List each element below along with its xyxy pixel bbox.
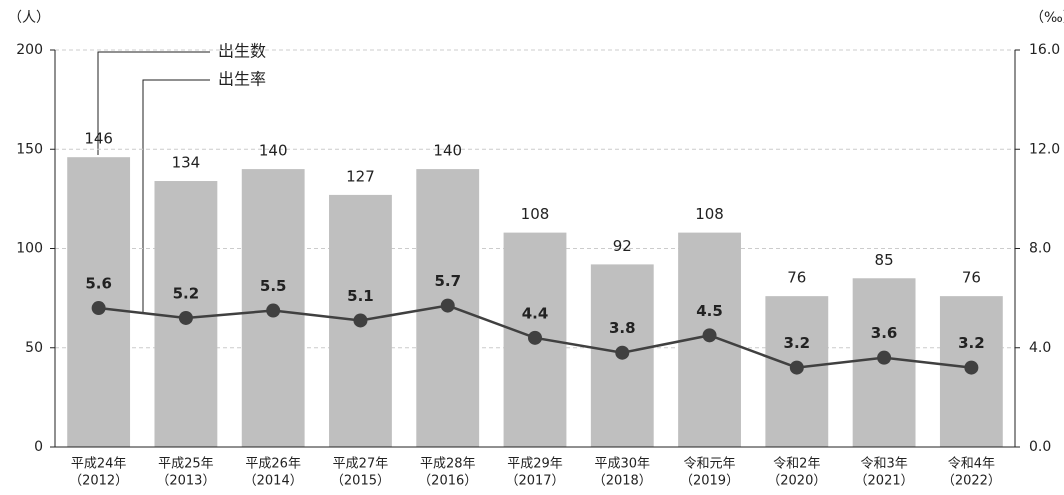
rate-value-label: 5.5 xyxy=(260,277,287,295)
legend-leader xyxy=(97,51,210,155)
x-tick-label: （2015） xyxy=(331,474,390,489)
rate-point xyxy=(178,310,193,325)
x-tick-label: （2018） xyxy=(593,474,652,489)
x-tick-label: （2017） xyxy=(505,474,564,489)
y2-tick-label: 4.0 xyxy=(1029,340,1051,356)
rate-value-label: 5.2 xyxy=(173,284,200,302)
x-tick-label: （2022） xyxy=(942,474,1001,489)
rate-point xyxy=(964,360,979,375)
legend-label: 出生数 xyxy=(218,42,266,61)
y2-axis-unit: （‰） xyxy=(1030,10,1064,26)
y-tick-label: 100 xyxy=(16,241,43,257)
bar-value-label: 76 xyxy=(962,269,981,287)
legend-leader xyxy=(142,79,210,312)
bar-value-label: 140 xyxy=(259,142,288,160)
y-tick-label: 150 xyxy=(16,141,43,157)
x-tick-label: 平成30年 xyxy=(594,457,650,472)
rate-point xyxy=(353,313,368,328)
bar-value-label: 140 xyxy=(433,142,462,160)
rate-point xyxy=(877,350,892,365)
x-tick-label: 令和3年 xyxy=(860,457,907,472)
bar-value-label: 85 xyxy=(875,251,894,269)
x-tick-label: （2016） xyxy=(418,474,477,489)
x-tick-label: 平成26年 xyxy=(245,457,301,472)
bar-value-label: 108 xyxy=(521,205,550,223)
bar-value-label: 108 xyxy=(695,205,724,223)
x-tick-label: （2014） xyxy=(244,474,303,489)
rate-point xyxy=(440,298,455,313)
x-tick-label: 平成28年 xyxy=(420,457,476,472)
y-axis-unit: （人） xyxy=(8,10,50,26)
y2-tick-label: 8.0 xyxy=(1029,241,1051,257)
rate-value-label: 5.7 xyxy=(434,272,461,290)
x-tick-label: 平成29年 xyxy=(507,457,563,472)
bar-value-label: 146 xyxy=(84,130,113,148)
bar-value-label: 76 xyxy=(787,269,806,287)
y2-tick-label: 12.0 xyxy=(1029,141,1060,157)
y2-tick-label: 0.0 xyxy=(1029,439,1051,455)
legend-label: 出生率 xyxy=(218,70,266,89)
rate-value-label: 4.4 xyxy=(522,304,549,322)
x-tick-label: 令和2年 xyxy=(773,457,820,472)
bar-value-label: 127 xyxy=(346,167,375,185)
rate-value-label: 3.2 xyxy=(784,334,811,352)
x-tick-label: （2020） xyxy=(767,474,826,489)
rate-value-label: 5.6 xyxy=(85,275,112,293)
x-tick-label: （2012） xyxy=(69,474,128,489)
rate-point xyxy=(702,328,717,343)
rate-value-label: 4.5 xyxy=(696,302,723,320)
x-tick-label: 令和元年 xyxy=(684,457,736,472)
bar-value-label: 92 xyxy=(613,237,632,255)
rate-point xyxy=(91,301,106,316)
y-tick-label: 200 xyxy=(16,42,43,58)
rate-value-label: 3.6 xyxy=(871,324,898,342)
rate-point xyxy=(266,303,281,318)
x-tick-label: （2021） xyxy=(855,474,914,489)
rate-point xyxy=(789,360,804,375)
rate-point xyxy=(528,330,542,345)
x-tick-label: 令和4年 xyxy=(948,457,995,472)
x-tick-label: （2013） xyxy=(156,474,215,489)
rate-value-label: 5.1 xyxy=(347,287,374,305)
x-tick-label: （2019） xyxy=(680,474,739,489)
y-tick-label: 0 xyxy=(34,439,43,455)
y2-tick-label: 16.0 xyxy=(1029,42,1060,58)
x-tick-label: 平成25年 xyxy=(158,457,214,472)
rate-value-label: 3.2 xyxy=(958,334,985,352)
x-tick-label: 平成24年 xyxy=(71,457,127,472)
bar-value-label: 134 xyxy=(172,154,201,172)
rate-point xyxy=(615,345,630,360)
y-tick-label: 50 xyxy=(25,340,43,356)
rate-value-label: 3.8 xyxy=(609,319,636,337)
x-tick-label: 平成27年 xyxy=(333,457,389,472)
